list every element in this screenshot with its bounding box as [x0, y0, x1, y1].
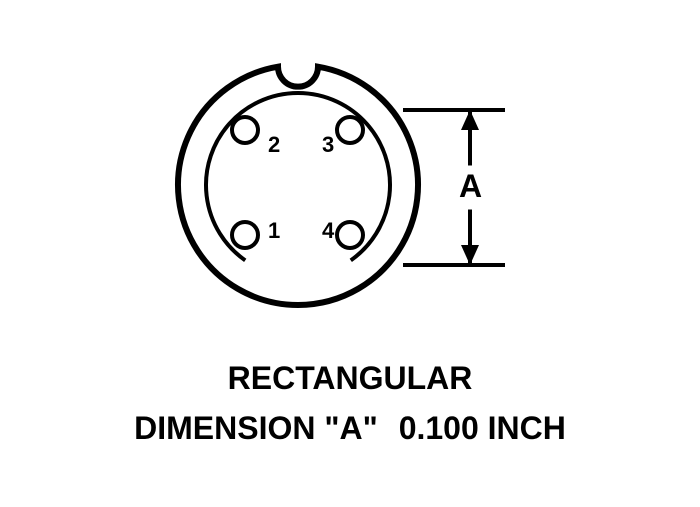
shape-label-text: RECTANGULAR [228, 360, 473, 396]
pin-label-3: 3 [322, 132, 334, 158]
dimension-prefix: DIMENSION "A" [134, 410, 378, 446]
shape-label: RECTANGULAR [0, 360, 700, 397]
connector-svg [150, 40, 550, 330]
pin-label-1: 1 [268, 218, 280, 244]
diagram-area: 1 2 3 4 A [150, 40, 550, 330]
dimension-line: DIMENSION "A" 0.100 INCH [0, 410, 700, 447]
pin-label-4: 4 [322, 218, 334, 244]
pin-label-2: 2 [268, 132, 280, 158]
dimension-value: 0.100 INCH [399, 410, 566, 446]
dimension-label-a: A [459, 168, 482, 205]
